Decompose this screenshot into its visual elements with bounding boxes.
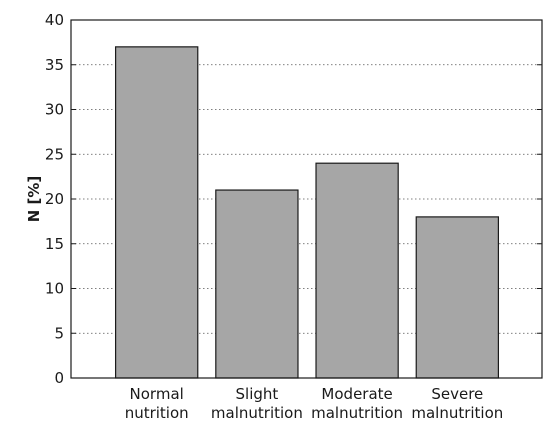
x-tick-label: Moderate malnutrition	[311, 385, 403, 422]
y-axis-label: N [%]	[25, 176, 43, 223]
y-tick-label: 5	[54, 324, 64, 342]
x-tick-label-line: Normal	[130, 385, 184, 403]
bar	[215, 189, 299, 379]
bar	[114, 46, 199, 379]
y-tick-label: 35	[45, 56, 64, 74]
x-tick-label: Severe malnutrition	[411, 385, 503, 422]
x-tick-label-line: malnutrition	[311, 404, 403, 422]
bars	[114, 46, 500, 379]
y-tick-label: 25	[45, 145, 64, 163]
bar	[315, 162, 399, 379]
y-axis-ticks: 0 5 10 15 20 25 30 35 40	[45, 11, 542, 387]
x-tick-label-line: Moderate	[321, 385, 392, 403]
y-tick-label: 30	[45, 101, 64, 119]
x-tick-label-line: malnutrition	[211, 404, 303, 422]
x-tick-label: Normal nutrition	[125, 385, 189, 422]
y-tick-label: 20	[45, 190, 64, 208]
x-tick-label-line: Slight	[236, 385, 279, 403]
x-tick-label-line: Severe	[431, 385, 483, 403]
x-tick-label: Slight malnutrition	[211, 385, 303, 422]
bar	[415, 216, 500, 379]
x-tick-label-line: malnutrition	[411, 404, 503, 422]
y-tick-label: 10	[45, 280, 64, 298]
y-tick-label: 0	[54, 369, 64, 387]
y-tick-label: 15	[45, 235, 64, 253]
x-tick-label-line: nutrition	[125, 404, 189, 422]
y-tick-label: 40	[45, 11, 64, 29]
